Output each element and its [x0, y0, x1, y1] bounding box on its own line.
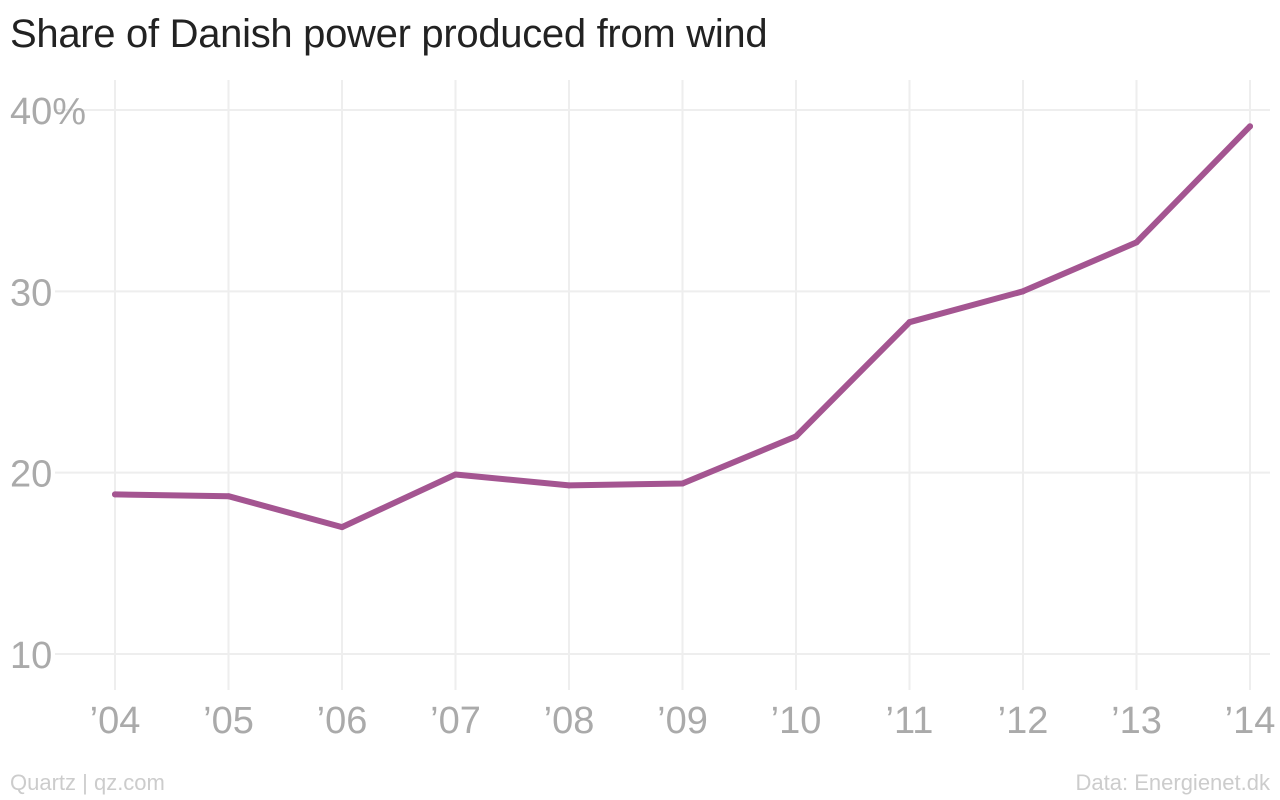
- x-tick-label: ’04: [90, 700, 141, 742]
- data-point: [112, 491, 118, 498]
- data-point: [452, 471, 459, 478]
- y-tick-label: 30: [10, 272, 52, 314]
- x-axis-ticks: ’04 ’05 ’06 ’07 ’08 ’09 ’10 ’11 ’12 ’13 ’14: [90, 700, 1276, 742]
- y-axis-ticks: 10 20 30 40%: [10, 91, 86, 677]
- data-point: [1020, 288, 1026, 295]
- grid-layer: [55, 80, 1270, 690]
- series-layer: [112, 123, 1253, 531]
- data-point: [793, 433, 799, 440]
- y-tick-label: 10: [10, 635, 52, 677]
- data-point: [339, 524, 345, 531]
- x-tick-label: ’08: [544, 700, 595, 742]
- x-tick-label: ’13: [1111, 700, 1162, 742]
- y-tick-label: 20: [10, 454, 52, 496]
- x-tick-label: ’12: [998, 700, 1049, 742]
- chart-title: Share of Danish power produced from wind: [10, 12, 768, 56]
- x-tick-label: ’10: [771, 700, 822, 742]
- x-tick-label: ’05: [203, 700, 254, 742]
- footer-credit: Quartz | qz.com: [10, 770, 165, 795]
- x-tick-label: ’09: [657, 700, 708, 742]
- data-point: [1247, 123, 1253, 130]
- x-tick-label: ’07: [430, 700, 481, 742]
- footer-source: Data: Energienet.dk: [1075, 770, 1270, 795]
- x-tick-label: ’14: [1225, 700, 1276, 742]
- x-tick-label: ’06: [317, 700, 368, 742]
- data-point: [679, 480, 686, 487]
- data-point: [1133, 239, 1140, 246]
- data-point: [566, 482, 572, 489]
- data-point: [906, 319, 913, 326]
- data-point: [225, 493, 232, 500]
- x-tick-label: ’11: [886, 700, 934, 742]
- y-tick-label: 40%: [10, 91, 86, 133]
